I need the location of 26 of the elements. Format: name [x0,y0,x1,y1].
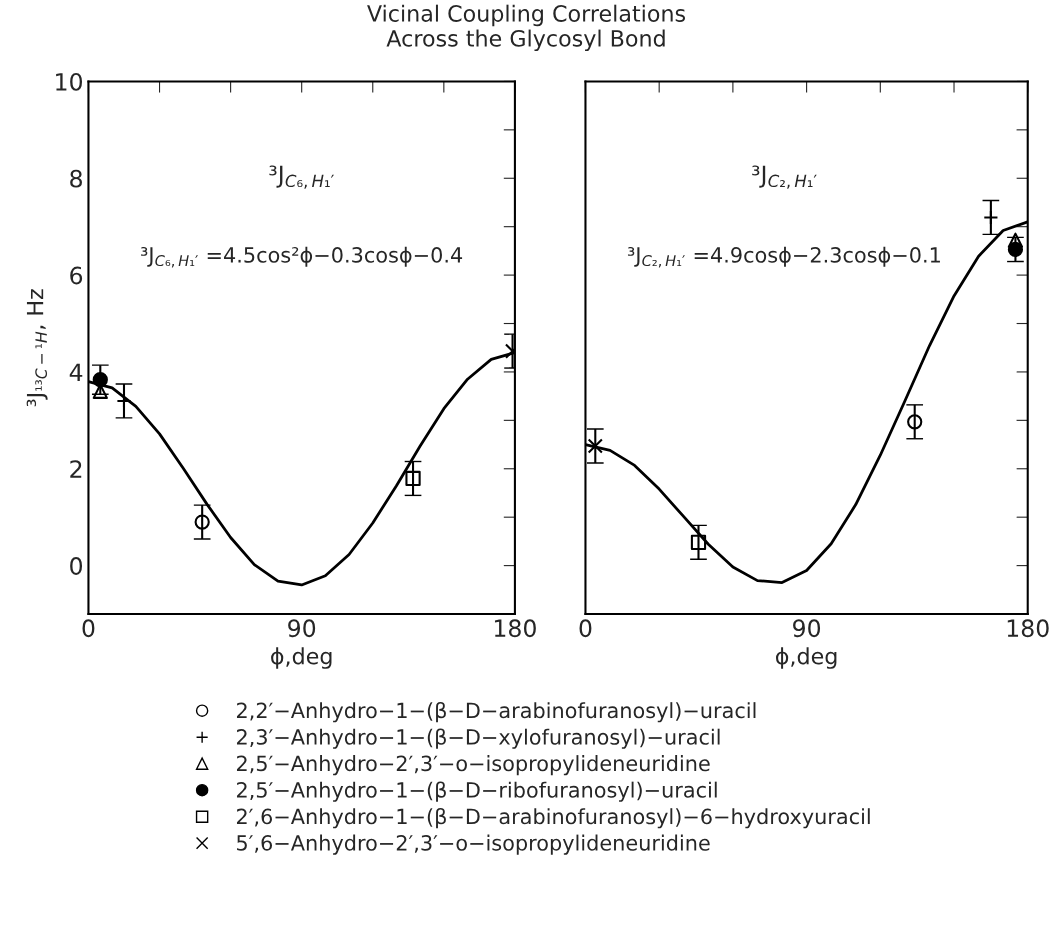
y-tick-label: 2 [70,460,82,478]
x-axis-title: ϕ,deg [776,647,837,669]
y-tick-label: 0 [70,557,83,575]
y-tick-label: 4 [69,363,83,381]
x-axis-title: ϕ,deg [271,647,332,669]
annotation: ³J$_{C₆,H₁′}$ =4.5cos²ϕ−0.3cosϕ−0.4 [141,246,463,268]
legend-label: 2′,6−Anhydro−1−(β−D−arabinofuranosyl)−6−hydroxyuracil [236,808,870,829]
legend-label: 2,2′−Anhydro−1−(β−D−arabinofuranosyl)−uracil [236,702,756,723]
annotation: ³J$_{C₂,H₁′}$ [752,165,817,189]
x-tick-label: 90 [793,619,821,638]
legend-label: 5′,6−Anhydro−2′,3′−o−isopropylideneuridine [237,834,710,855]
annotation: ³J$_{C₆,H₁′}$ [269,165,334,189]
x-tick-label: 0 [82,619,95,638]
y-tick-label: 10 [56,72,83,91]
annotation: ³J$_{C₂,H₁′}$ =4.9cosϕ−2.3cosϕ−0.1 [627,246,940,268]
y-axis-title: ³J$_{¹³C−¹H}$, Hz [26,289,48,407]
x-tick-label: 90 [288,619,316,638]
legend-label: 2,5′−Anhydro−2′,3′−o−isopropylideneuridine [236,755,710,776]
x-tick-label: 0 [579,619,592,638]
chart-title: Vicinal Coupling Correlations Across the Glycosyl Bond [367,4,686,52]
x-tick-label: 180 [494,619,536,638]
y-tick-label: 6 [70,266,83,285]
x-tick-label: 180 [1007,619,1049,638]
y-tick-label: 8 [70,169,82,188]
legend-label: 2,5′−Anhydro−1−(β−D−ribofuranosyl)−uracil [236,781,717,802]
legend-label: 2,3′−Anhydro−1−(β−D−xylofuranosyl)−uracil [236,728,720,749]
